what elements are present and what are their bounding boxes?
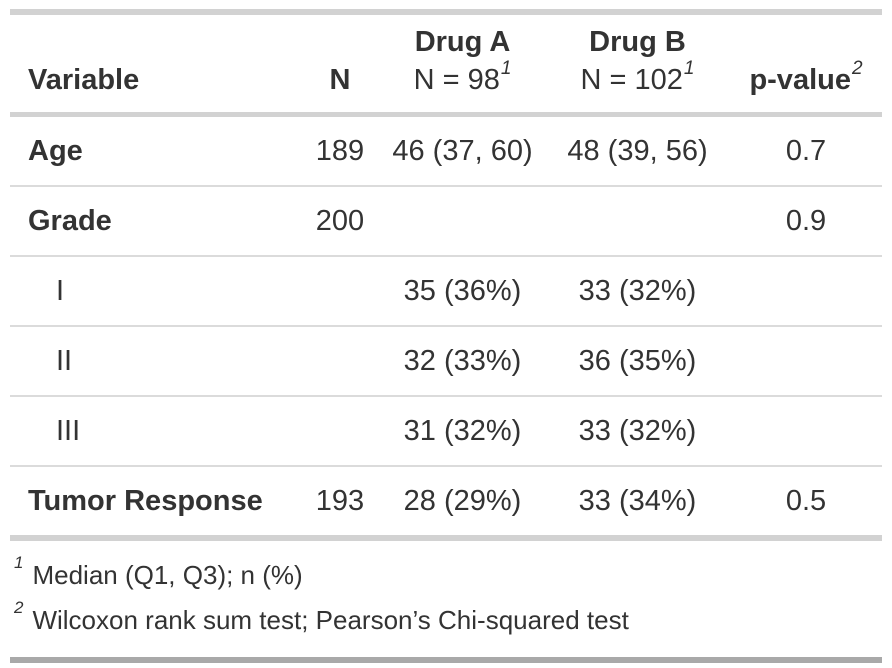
cell-n: 200 xyxy=(300,185,380,256)
cell-drug-b: 33 (34%) xyxy=(545,465,730,541)
cell-p-value: 0.5 xyxy=(730,465,882,541)
cell-drug-a: 32 (33%) xyxy=(380,325,545,396)
table-row-grade-2: II 32 (33%) 36 (35%) xyxy=(10,325,882,396)
cell-p-value xyxy=(730,255,882,326)
summary-table-card: Variable N Drug A N = 981 Drug B N = 102… xyxy=(10,9,882,663)
col-header-n: N xyxy=(300,12,380,117)
cell-p-value xyxy=(730,325,882,396)
footnote-2-text: Wilcoxon rank sum test; Pearson’s Chi-sq… xyxy=(32,605,629,635)
col-header-drug-b: Drug B N = 1021 xyxy=(545,12,730,117)
cell-n xyxy=(300,255,380,326)
cell-n: 193 xyxy=(300,465,380,541)
cell-n xyxy=(300,395,380,466)
row-label: Tumor Response xyxy=(10,465,300,541)
header-row: Variable N Drug A N = 981 Drug B N = 102… xyxy=(10,12,882,117)
cell-drug-b: 36 (35%) xyxy=(545,325,730,396)
col-header-drug-a: Drug A N = 981 xyxy=(380,12,545,117)
row-label: Grade xyxy=(10,185,300,256)
cell-drug-b xyxy=(545,185,730,256)
footnote-1-text: Median (Q1, Q3); n (%) xyxy=(32,560,303,590)
summary-table: Variable N Drug A N = 981 Drug B N = 102… xyxy=(10,9,882,541)
cell-n: 189 xyxy=(315,135,365,167)
cell-drug-a xyxy=(380,185,545,256)
cell-p-value: 0.7 xyxy=(785,135,827,167)
table-body: Age 189 46 (37, 60) 48 (39, 56) 0.7 Grad… xyxy=(10,115,882,541)
drug-a-subtitle: N = 981 xyxy=(413,58,512,96)
footnote-1: 1 Median (Q1, Q3); n (%) xyxy=(14,553,882,598)
table-row-grade-3: III 31 (32%) 33 (32%) xyxy=(10,395,882,466)
col-header-n-label: N xyxy=(329,64,351,96)
cell-drug-b: 33 (32%) xyxy=(545,395,730,466)
cell-drug-b: 33 (32%) xyxy=(545,255,730,326)
table-row-grade: Grade 200 0.9 xyxy=(10,185,882,256)
p-value-label: p-value xyxy=(749,64,851,96)
cell-p-value xyxy=(730,395,882,466)
col-header-p-value: p-value2 xyxy=(730,12,882,117)
drug-b-subtitle: N = 1021 xyxy=(580,58,695,96)
row-label: II xyxy=(10,325,300,396)
col-header-variable-label: Variable xyxy=(28,64,140,96)
cell-drug-a: 46 (37, 60) xyxy=(392,135,533,167)
cell-drug-a: 35 (36%) xyxy=(380,255,545,326)
footnote-2: 2 Wilcoxon rank sum test; Pearson’s Chi-s… xyxy=(14,598,882,643)
cell-drug-a: 31 (32%) xyxy=(380,395,545,466)
table-row-tumor-response: Tumor Response 193 28 (29%) 33 (34%) 0.5 xyxy=(10,465,882,541)
footnote-mark-1: 1 xyxy=(683,58,695,80)
cell-n xyxy=(300,325,380,396)
footnote-2-mark: 2 xyxy=(14,598,24,618)
col-header-variable: Variable xyxy=(10,12,300,117)
drug-a-title: Drug A xyxy=(414,26,511,58)
cell-p-value: 0.9 xyxy=(730,185,882,256)
cell-drug-b: 48 (39, 56) xyxy=(567,135,708,167)
table-footnotes: 1 Median (Q1, Q3); n (%) 2 Wilcoxon rank s… xyxy=(10,541,882,663)
row-label: III xyxy=(10,395,300,466)
footnote-mark-2: 2 xyxy=(851,58,863,80)
footnote-mark-1: 1 xyxy=(500,58,512,80)
table-header: Variable N Drug A N = 981 Drug B N = 102… xyxy=(10,12,882,117)
row-label: Age xyxy=(28,135,83,167)
table-row-grade-1: I 35 (36%) 33 (32%) xyxy=(10,255,882,326)
row-label: I xyxy=(10,255,300,326)
drug-b-title: Drug B xyxy=(589,26,686,58)
table-row-age: Age 189 46 (37, 60) 48 (39, 56) 0.7 xyxy=(10,115,882,187)
cell-drug-a: 28 (29%) xyxy=(380,465,545,541)
footnote-1-mark: 1 xyxy=(14,553,24,573)
